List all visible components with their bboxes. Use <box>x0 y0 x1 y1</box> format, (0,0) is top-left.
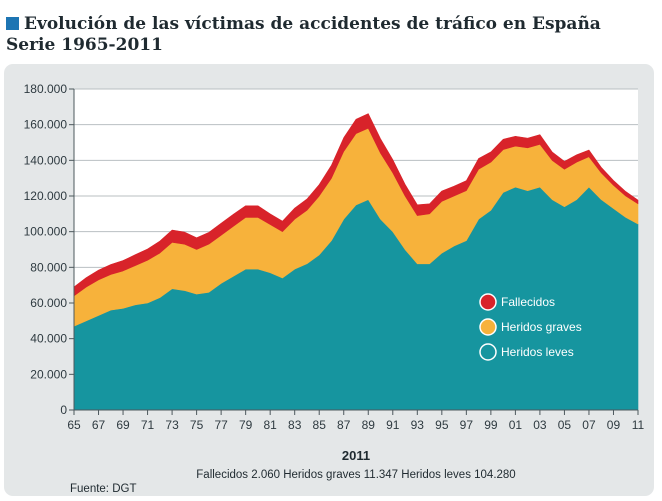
x-tick-label: 67 <box>92 418 106 432</box>
y-tick-label: 40.000 <box>30 332 67 346</box>
y-tick-label: 140.000 <box>24 153 68 167</box>
x-tick-label: 71 <box>141 418 155 432</box>
x-tick-label: 05 <box>558 418 572 432</box>
x-tick-label: 89 <box>362 418 376 432</box>
legend-swatch <box>479 343 497 361</box>
y-tick-label: 60.000 <box>30 296 67 310</box>
x-tick-label: 95 <box>435 418 449 432</box>
legend-label: Heridos leves <box>501 345 574 359</box>
legend-label: Heridos graves <box>501 320 582 334</box>
y-tick-label: 80.000 <box>30 260 67 274</box>
legend-swatch <box>479 318 497 336</box>
x-axis-ticks: 65 67 69 71 73 75 77 79 81 83 85 87 89 91 93 95 97 99 01 03… <box>67 410 645 432</box>
y-axis-ticks: 0 20.000 40.000 60.000 80.000 100.000 120.000 1… <box>24 82 74 417</box>
title-square-icon <box>6 17 19 30</box>
x-tick-label: 75 <box>190 418 204 432</box>
x-tick-label: 85 <box>313 418 327 432</box>
x-tick-label: 03 <box>533 418 547 432</box>
x-tick-label: 83 <box>288 418 302 432</box>
stacked-area-chart: 0 20.000 40.000 60.000 80.000 100.000 120.000 1… <box>24 82 645 495</box>
x-tick-label: 01 <box>509 418 523 432</box>
legend-swatch <box>479 293 497 311</box>
y-tick-label: 20.000 <box>30 367 67 381</box>
y-tick-label: 0 <box>60 403 67 417</box>
x-tick-label: 11 <box>632 418 645 432</box>
x-tick-label: 73 <box>165 418 179 432</box>
x-tick-label: 91 <box>386 418 400 432</box>
x-tick-label: 81 <box>263 418 277 432</box>
chart-header: Evolución de las víctimas de accidentes … <box>6 14 656 56</box>
x-tick-label: 93 <box>411 418 425 432</box>
y-tick-label: 180.000 <box>24 82 68 96</box>
highlight-year: 2011 <box>342 448 370 463</box>
year-2011-values: Fallecidos 2.060 Heridos graves 11.347 H… <box>196 469 515 481</box>
y-tick-label: 160.000 <box>24 118 68 132</box>
x-tick-label: 99 <box>484 418 498 432</box>
chart-subtitle: Serie 1965-2011 <box>6 35 163 55</box>
x-tick-label: 09 <box>607 418 621 432</box>
series-area-fallecidos <box>73 113 639 297</box>
x-tick-label: 77 <box>214 418 228 432</box>
chart-title: Evolución de las víctimas de accidentes … <box>24 14 601 34</box>
x-tick-label: 97 <box>460 418 474 432</box>
x-tick-label: 65 <box>67 418 81 432</box>
x-tick-label: 87 <box>337 418 351 432</box>
chart-title-line1: Evolución de las víctimas de accidentes … <box>6 14 656 35</box>
source-note: Fuente: DGT <box>70 483 136 495</box>
legend: Fallecidos Heridos graves Heridos leves <box>479 293 582 361</box>
x-tick-label: 69 <box>116 418 130 432</box>
x-tick-label: 79 <box>239 418 253 432</box>
chart-panel: 0 20.000 40.000 60.000 80.000 100.000 120.000 1… <box>4 64 654 496</box>
legend-label: Fallecidos <box>501 295 555 309</box>
y-tick-label: 120.000 <box>24 189 68 203</box>
axes <box>73 89 638 411</box>
x-tick-label: 07 <box>582 418 596 432</box>
y-tick-label: 100.000 <box>24 225 68 239</box>
